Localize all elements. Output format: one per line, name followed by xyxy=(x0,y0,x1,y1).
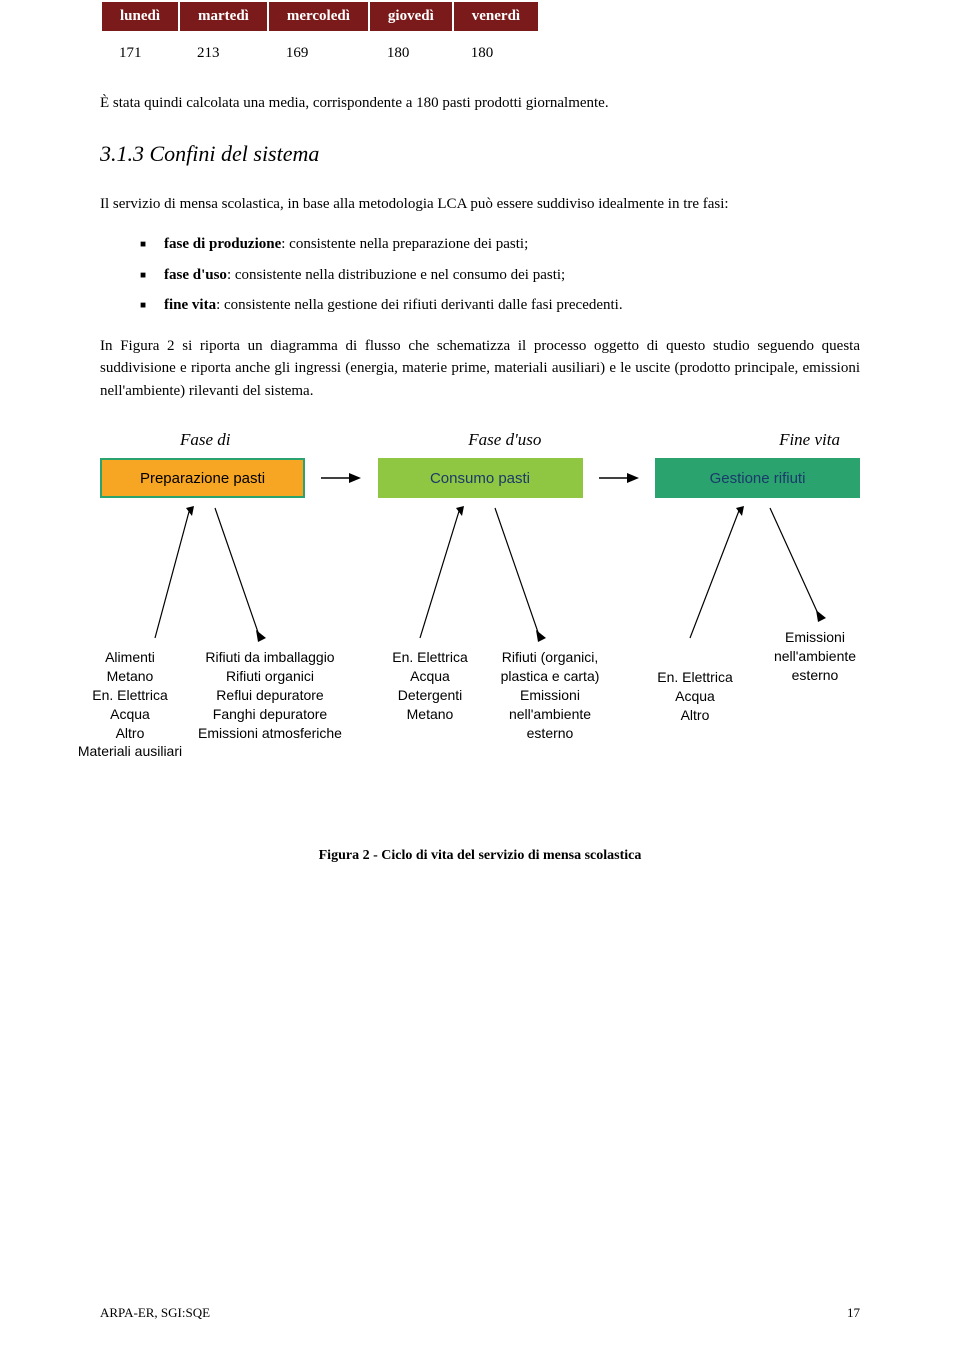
weekday-table: lunedì martedì mercoledì giovedì venerdì… xyxy=(100,0,540,74)
label-col2-right: Rifiuti (organici,plastica e carta)Emiss… xyxy=(485,648,615,742)
bullet-bold: fine vita xyxy=(164,297,216,313)
section-title: Confini del sistema xyxy=(150,141,320,166)
label-col1-right: Rifiuti da imballaggioRifiuti organiciRe… xyxy=(185,648,355,742)
label-col1-left: AlimentiMetanoEn. ElettricaAcquaAltroMat… xyxy=(70,648,190,761)
th-venerdi: venerdì xyxy=(453,1,539,32)
bullet-rest: : consistente nella distribuzione e nel … xyxy=(227,267,565,283)
td-venerdi: 180 xyxy=(453,32,539,74)
phase-header-1: Fase di xyxy=(180,430,231,450)
table-header-row: lunedì martedì mercoledì giovedì venerdì xyxy=(101,1,539,32)
list-item: fase d'uso: consistente nella distribuzi… xyxy=(140,264,860,287)
phase-header-2: Fase d'uso xyxy=(468,430,541,450)
figure-caption: Figura 2 - Ciclo di vita del servizio di… xyxy=(100,848,860,864)
box-gestione: Gestione rifiuti xyxy=(655,458,860,498)
arrow-icon xyxy=(321,470,361,486)
list-item: fase di produzione: consistente nella pr… xyxy=(140,233,860,256)
th-martedi: martedì xyxy=(179,1,268,32)
td-giovedi: 180 xyxy=(369,32,453,74)
bullet-bold: fase d'uso xyxy=(164,267,227,283)
page-footer: ARPA-ER, SGI:SQE 17 xyxy=(100,1305,860,1321)
bullet-rest: : consistente nella gestione dei rifiuti… xyxy=(216,297,623,313)
arrow-icon xyxy=(599,470,639,486)
intro-paragraph: È stata quindi calcolata una media, corr… xyxy=(100,92,860,115)
table-row: 171 213 169 180 180 xyxy=(101,32,539,74)
section-number: 3.1.3 xyxy=(100,141,144,166)
paragraph-3: In Figura 2 si riporta un diagramma di f… xyxy=(100,335,860,403)
box-preparazione: Preparazione pasti xyxy=(100,458,305,498)
td-mercoledi: 169 xyxy=(268,32,369,74)
label-col3-left: En. ElettricaAcquaAltro xyxy=(640,668,750,725)
label-col2-left: En. ElettricaAcquaDetergentiMetano xyxy=(375,648,485,724)
th-mercoledi: mercoledì xyxy=(268,1,369,32)
paragraph-2: Il servizio di mensa scolastica, in base… xyxy=(100,193,860,216)
phase-headers: Fase di Fase d'uso Fine vita xyxy=(100,430,860,450)
list-item: fine vita: consistente nella gestione de… xyxy=(140,294,860,317)
flow-boxes: Preparazione pasti Consumo pasti Gestion… xyxy=(100,458,860,498)
phase-header-3: Fine vita xyxy=(779,430,840,450)
bullet-list: fase di produzione: consistente nella pr… xyxy=(140,233,860,317)
bullet-bold: fase di produzione xyxy=(164,236,281,252)
footer-page-number: 17 xyxy=(847,1305,860,1321)
bullet-rest: : consistente nella preparazione dei pas… xyxy=(281,236,528,252)
diagram-region: AlimentiMetanoEn. ElettricaAcquaAltroMat… xyxy=(100,498,860,818)
td-lunedi: 171 xyxy=(101,32,179,74)
section-heading: 3.1.3 Confini del sistema xyxy=(100,141,860,167)
connector-lines xyxy=(100,498,860,668)
box-consumo: Consumo pasti xyxy=(378,458,583,498)
label-col3-right: Emissioninell'ambienteesterno xyxy=(760,628,870,685)
th-lunedi: lunedì xyxy=(101,1,179,32)
th-giovedi: giovedì xyxy=(369,1,453,32)
td-martedi: 213 xyxy=(179,32,268,74)
footer-left: ARPA-ER, SGI:SQE xyxy=(100,1305,210,1321)
